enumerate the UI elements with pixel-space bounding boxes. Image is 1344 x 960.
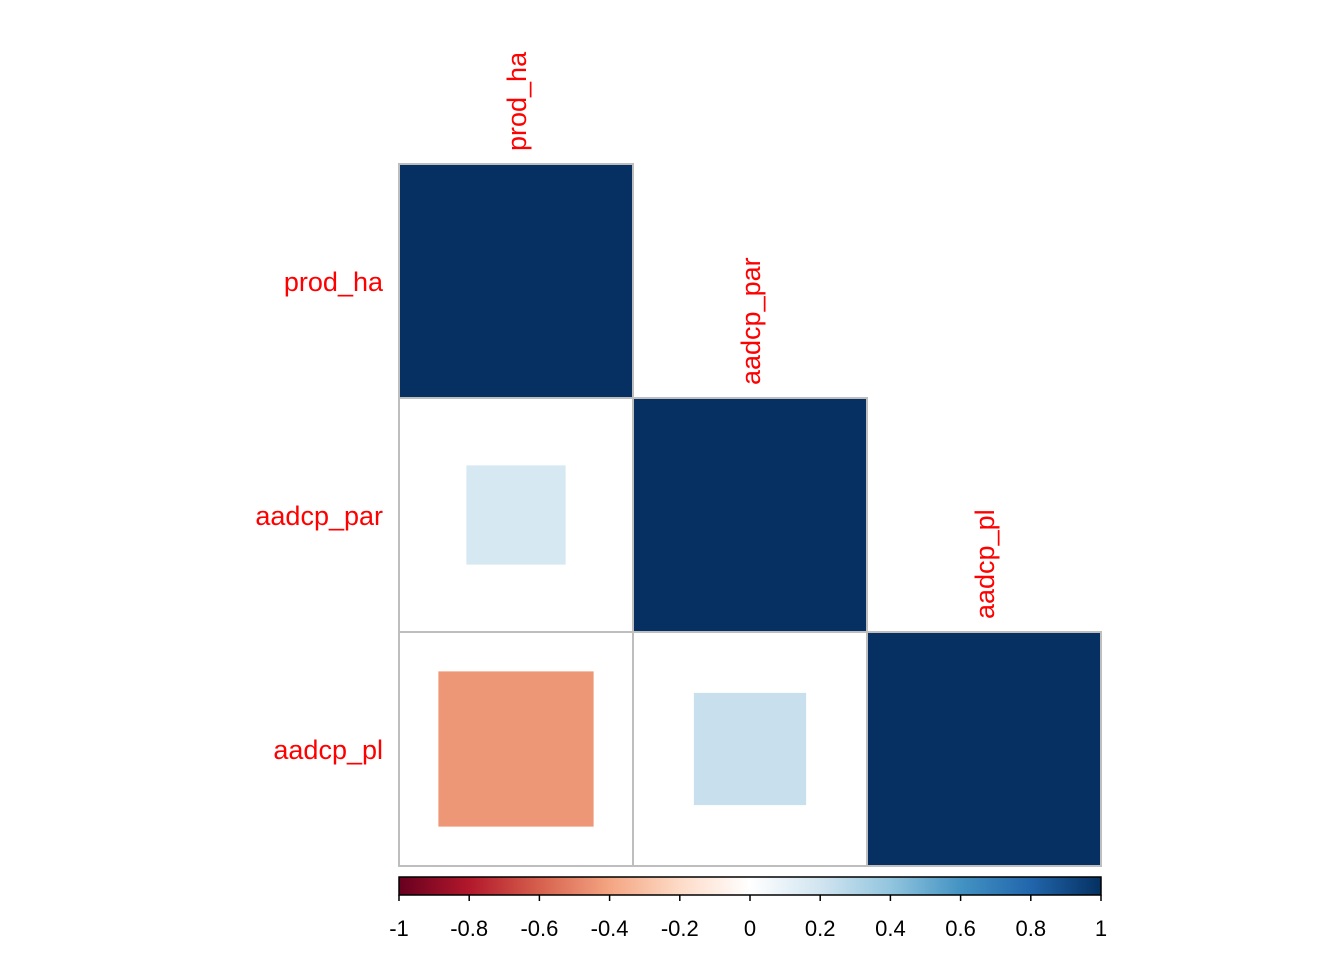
colorbar-tick-label: 0.6 [945,916,976,941]
row-label-aadcp_pl: aadcp_pl [273,735,383,765]
colorbar-tick-label: -0.2 [661,916,699,941]
column-label-aadcp_pl: aadcp_pl [970,509,1000,619]
colorbar: -1 -0.8 -0.6 -0.4 -0.2 0 0.2 0.4 0.6 0.8 1 [389,876,1107,941]
row-labels: prod_ha aadcp_par aadcp_pl [255,267,384,765]
colorbar-tick-label: 0 [744,916,756,941]
colorbar-tick-label: 0.4 [875,916,906,941]
cell-border [866,631,1102,867]
colorbar-tick-label: -0.6 [520,916,558,941]
column-labels: prod_ha aadcp_par aadcp_pl [502,51,1000,619]
colorbar-gradient [398,876,1102,896]
colorbar-tick-label: 1 [1095,916,1107,941]
colorbar-tick-label: 0.8 [1016,916,1047,941]
corr-square-aadcp_par-aadcp_par [633,398,867,632]
corr-square-aadcp_par-prod_ha [466,465,566,565]
corr-square-aadcp_pl-aadcp_par [693,692,807,806]
colorbar-tick-label: -0.4 [591,916,629,941]
colorbar-tick-label: -0.8 [450,916,488,941]
cell-grid [398,163,1102,867]
colorbar-tick-label: 0.2 [805,916,836,941]
colorbar-tick-label: -1 [389,916,409,941]
column-label-aadcp_par: aadcp_par [736,257,766,385]
row-label-prod_ha: prod_ha [284,267,384,297]
column-label-prod_ha: prod_ha [502,51,532,151]
corr-square-aadcp_pl-prod_ha [438,671,594,827]
corr-square-prod_ha-prod_ha [399,164,633,398]
row-label-aadcp_par: aadcp_par [255,501,383,531]
corr-square-aadcp_pl-aadcp_pl [867,632,1101,866]
